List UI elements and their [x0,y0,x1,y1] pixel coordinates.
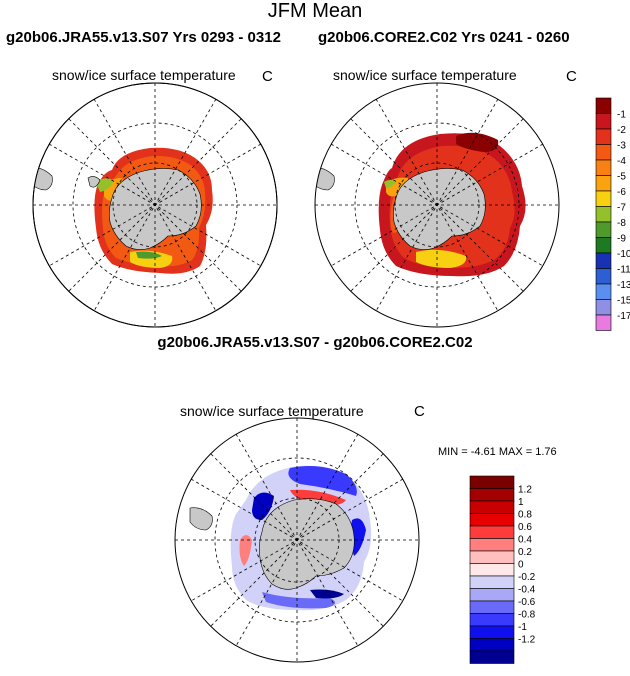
colorbar-tick-label: -0.2 [518,572,536,583]
colorbar-tick-label: -7 [617,203,626,214]
colorbar-tick-label: -5 [617,172,626,183]
colorbar-swatch [595,144,612,161]
colorbar-tick-label: 0.2 [518,547,532,558]
colorbar-swatch [469,538,515,552]
colorbar-swatch [469,625,515,639]
colorbar-swatch [595,190,612,207]
colorbar-tick-label: -0.6 [518,597,536,608]
colorbar-tick-label: -11 [617,265,630,276]
colorbar-swatch [595,159,612,176]
left-panel-variable-label: snow/ice surface temperature [52,67,236,83]
colorbar-tick-label: -3 [617,141,626,152]
colorbar-swatch [595,252,612,269]
colorbar-tick-label: 0.8 [518,510,532,521]
colorbar-swatch [469,613,515,627]
colorbar-swatch [595,299,612,316]
diff-min-max-readout: MIN = -4.61 MAX = 1.76 [438,446,557,458]
left-panel-units-label: C [262,68,273,85]
colorbar-swatch [469,488,515,502]
colorbar-tick-label: -1 [518,622,527,633]
colorbar-swatch [595,97,612,114]
colorbar-tick-label: -15 [617,296,630,307]
colorbar-swatch [469,550,515,564]
page-title: JFM Mean [267,0,363,22]
colorbar-swatch [595,175,612,192]
right-panel-units-label: C [566,68,577,85]
colorbar-tick-label: -2 [617,125,626,136]
diff-panel-title: g20b06.JRA55.v13.S07 - g20b06.CORE2.C02 [157,334,473,351]
colorbar-difference: 1.21 0.80.6 0.40.2 0-0.2 -0.4-0.6 -0.8-1 -1.2 [469,475,536,664]
colorbar-tick-label: -17 [617,311,630,322]
colorbar-swatch [595,237,612,254]
colorbar-tick-label: -1.2 [518,635,536,646]
colorbar-tick-label: -0.4 [518,585,536,596]
colorbar-swatch [595,128,612,145]
diff-polar-map [174,417,420,663]
colorbar-swatch [469,588,515,602]
colorbar-swatch [595,314,612,331]
colorbar-swatch [469,638,515,652]
colorbar-swatch [469,475,515,489]
colorbar-swatch [595,283,612,300]
colorbar-swatch [469,563,515,577]
colorbar-swatch [595,206,612,223]
right-panel-variable-label: snow/ice surface temperature [333,67,517,83]
colorbar-absolute: -1 -2 -3 -4 -5 -6 -7 -8 -9 -10 -11 -13 -15 -17 [595,97,630,331]
colorbar-tick-label: -10 [617,249,630,260]
colorbar-swatch [469,600,515,614]
diff-panel-variable-label: snow/ice surface temperature [180,403,364,419]
colorbar-swatch [595,221,612,238]
diff-panel-units-label: C [414,403,425,420]
colorbar-tick-label: -1 [617,110,626,121]
colorbar-tick-label: -9 [617,234,626,245]
right-polar-map [314,82,560,328]
colorbar-swatch [469,575,515,589]
colorbar-swatch [469,513,515,527]
colorbar-tick-label: 1.2 [518,485,532,496]
colorbar-swatch [595,268,612,285]
colorbar-tick-label: -0.8 [518,610,536,621]
left-panel-case-title: g20b06.JRA55.v13.S07 Yrs 0293 - 0312 [6,29,281,46]
colorbar-tick-label: -8 [617,218,626,229]
colorbar-tick-label: 0 [518,560,524,571]
left-polar-map [32,82,278,328]
colorbar-tick-label: -6 [617,187,626,198]
colorbar-swatch [469,650,515,664]
colorbar-swatch [469,525,515,539]
colorbar-swatch [469,500,515,514]
colorbar-tick-label: 0.4 [518,535,532,546]
colorbar-tick-label: -4 [617,156,626,167]
colorbar-tick-label: 0.6 [518,522,532,533]
right-panel-case-title: g20b06.CORE2.C02 Yrs 0241 - 0260 [318,29,570,46]
colorbar-tick-label: -13 [617,280,630,291]
colorbar-tick-label: 1 [518,497,524,508]
colorbar-swatch [595,113,612,130]
